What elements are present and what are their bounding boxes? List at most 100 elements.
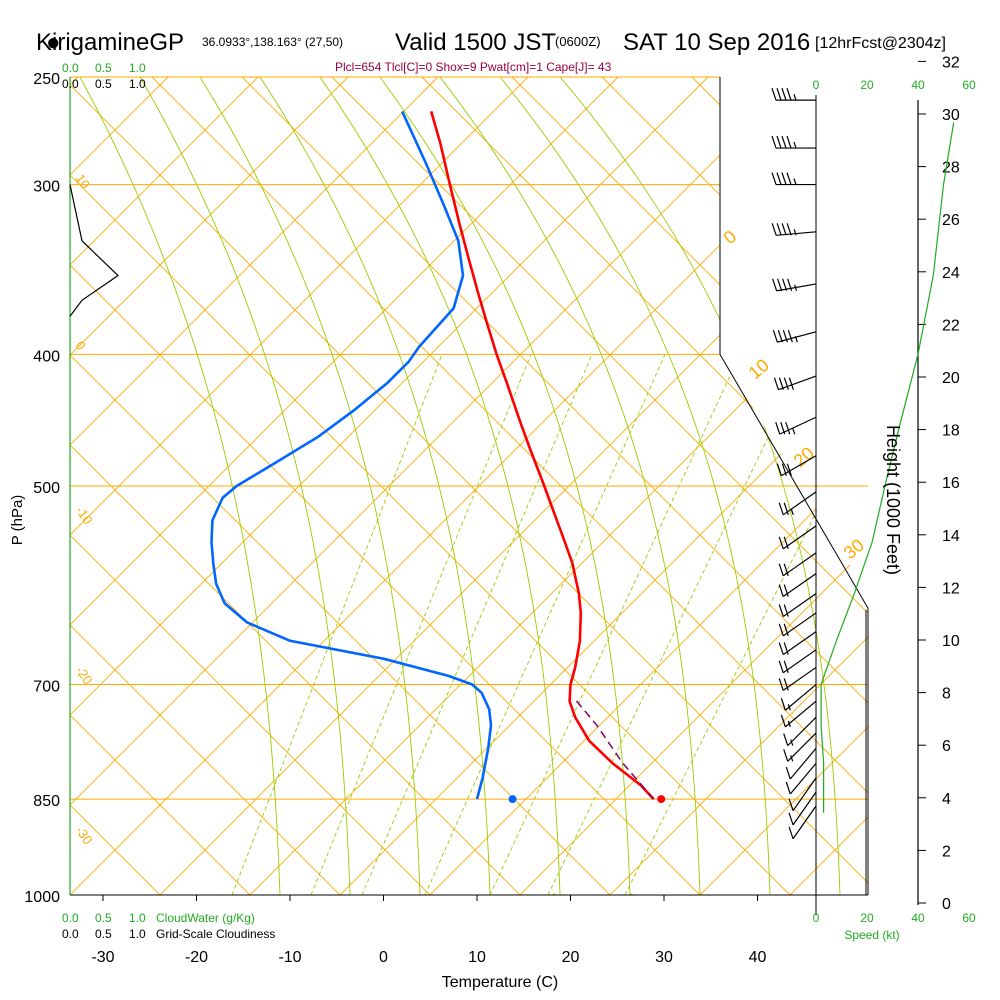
- wind-barb: [787, 716, 817, 747]
- top-cloudiness-scale-2: 1.0: [129, 77, 146, 91]
- wind-barb-half: [787, 704, 791, 711]
- wind-barb-full: [773, 377, 779, 390]
- mixing-ratio-line: [547, 354, 809, 895]
- wind-barb-full: [780, 421, 786, 435]
- wind-speed-profile: [820, 122, 955, 813]
- mixing-ratio-line: [424, 354, 666, 895]
- skew-isotherm-label: 10: [73, 171, 94, 191]
- wind-barb-full: [783, 733, 789, 746]
- wind-barb-full: [783, 502, 789, 516]
- wind-barb-full: [776, 87, 782, 101]
- height-tick-label: 26: [942, 212, 960, 229]
- stability-indices: Plcl=654 Tlcl[C]=0 Shox=9 Pwat[cm]=1 Cap…: [335, 60, 612, 74]
- speed-axis-label: Speed (kt): [844, 928, 899, 942]
- wind-barb-half: [794, 284, 798, 292]
- wind-barb: [782, 649, 817, 674]
- wind-barb-full: [783, 563, 789, 577]
- x-tick-label: 30: [655, 949, 673, 966]
- speed-bottom-tick-40: 40: [911, 911, 925, 925]
- wind-barb-full: [785, 766, 791, 780]
- wind-barb-full: [777, 278, 783, 292]
- wind-barb: [789, 762, 817, 795]
- surface-temperature-marker: [657, 795, 666, 804]
- x-tick-label: 20: [562, 949, 580, 966]
- valid-zulu: (0600Z): [555, 34, 601, 49]
- wind-barb-half: [787, 720, 791, 728]
- wind-barb-half: [793, 93, 797, 101]
- wind-barb-full: [772, 329, 778, 343]
- moist-adiabat-line: [259, 77, 491, 895]
- x-tick-label: 0: [379, 949, 388, 966]
- wind-barb-full: [786, 135, 792, 149]
- speed-bottom-tick-20: 20: [860, 911, 874, 925]
- pressure-tick-label: 250: [33, 71, 60, 88]
- mixing-ratio-label: 2: [306, 896, 322, 911]
- speed-top-tick-0: 0: [813, 78, 820, 92]
- wind-barb-full: [788, 798, 794, 811]
- header-bullet: ●: [46, 29, 61, 56]
- wind-barb-full: [781, 135, 787, 149]
- mixing-ratio-line: [310, 354, 532, 895]
- wind-barb-full: [778, 536, 784, 550]
- height-tick-label: 32: [942, 54, 960, 71]
- height-tick-label: 8: [942, 686, 951, 703]
- height-tick-label: 4: [942, 791, 951, 808]
- wind-barb: [782, 631, 817, 656]
- wind-barb-full: [787, 329, 793, 343]
- speed-bottom-tick-0: 0: [813, 911, 820, 925]
- wind-barb-full: [781, 87, 787, 101]
- skew-isotherm-label: 30: [840, 535, 868, 563]
- wind-barb-full: [778, 678, 784, 691]
- dry-adiabat-line: [962, 77, 1000, 895]
- wind-barb-full: [771, 87, 777, 101]
- wind-barb: [777, 331, 817, 343]
- moist-adiabat-line: [439, 77, 701, 895]
- dry-adiabat-line: [70, 77, 431, 895]
- mixing-ratio-label: 8: [485, 896, 501, 911]
- wind-barb-full: [786, 172, 792, 185]
- wind-barb-full: [785, 421, 791, 435]
- wind-barb-full: [778, 623, 784, 637]
- wind-barb-full: [782, 278, 788, 292]
- skew-isotherm-label: 10: [745, 355, 773, 383]
- wind-barb-full: [783, 536, 789, 550]
- wind-panel: [771, 87, 955, 915]
- wind-barb-full: [782, 329, 788, 343]
- wind-barb: [782, 552, 817, 577]
- moist-adiabat-lines: [79, 77, 841, 895]
- wind-barb-full: [777, 329, 783, 343]
- top-cloudiness-scale-0: 0.0: [62, 77, 79, 91]
- wind-barb-full: [780, 714, 786, 728]
- wind-barb: [789, 748, 817, 780]
- wind-barb-full: [783, 678, 789, 691]
- mixing-ratio-line: [489, 354, 741, 895]
- wind-barb-full: [778, 563, 784, 577]
- wind-barb-full: [783, 749, 789, 762]
- wind-barb-full: [786, 463, 792, 476]
- wind-barb-full: [778, 660, 784, 673]
- wind-barb-full: [783, 604, 789, 617]
- wind-barb: [792, 805, 817, 840]
- dry-adiabat-line: [70, 77, 341, 895]
- height-tick-label: 30: [942, 107, 960, 124]
- isotherm-line: [970, 77, 1000, 895]
- wind-barb-full: [783, 642, 789, 655]
- wind-barb: [792, 791, 817, 826]
- isotherm-line: [70, 77, 349, 895]
- wind-barb: [782, 666, 817, 691]
- moist-adiabat-line: [199, 77, 421, 895]
- valid-time: Valid 1500 JST: [395, 29, 556, 56]
- mixing-ratio-label: 12: [543, 890, 564, 910]
- x-tick-label: -30: [91, 949, 114, 966]
- wind-barb-half: [792, 427, 796, 435]
- x-axis-title: Temperature (C): [442, 974, 558, 991]
- isobar-lines: [70, 76, 868, 896]
- top-cloud-scale-1: 0.5: [95, 61, 112, 75]
- pressure-tick-label: 500: [33, 480, 60, 497]
- speed-bottom-tick-60: 60: [962, 911, 976, 925]
- height-tick-label: 6: [942, 738, 951, 755]
- isotherm-line: [699, 77, 868, 895]
- pressure-tick-label: 700: [33, 679, 60, 696]
